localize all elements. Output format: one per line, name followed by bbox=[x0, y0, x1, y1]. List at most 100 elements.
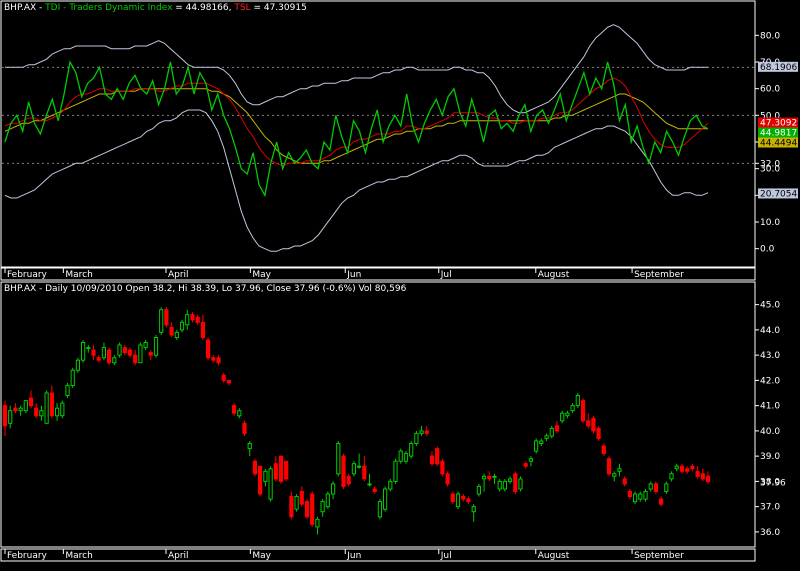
candle-body-up bbox=[159, 309, 164, 333]
candle-body-up bbox=[81, 342, 86, 361]
candle-body-down bbox=[695, 470, 700, 477]
candle-body-up bbox=[455, 493, 461, 508]
price-y-tick-label: 37.0 bbox=[760, 503, 780, 513]
candle-body-down bbox=[362, 465, 367, 480]
tdi-value-badge bbox=[758, 137, 798, 148]
candle-body-up bbox=[263, 470, 268, 482]
price-y-tick-label: 41.0 bbox=[760, 402, 780, 412]
candle-body-up bbox=[528, 458, 533, 462]
candle-body-up bbox=[393, 460, 398, 482]
price-panel[interactable]: 45.0 44.0 43.0 42.0 41.0 40.0 39.0 38.0 37.0 36.0… bbox=[0, 281, 786, 548]
candle-body-down bbox=[127, 349, 133, 356]
tdi-value-badge-label: 20.7054 bbox=[760, 189, 797, 199]
candle-body-down bbox=[622, 478, 627, 485]
candle-body-up bbox=[367, 483, 372, 486]
candle-body-up bbox=[357, 465, 362, 468]
month-label: August bbox=[538, 270, 570, 280]
tdi-header-sep: - bbox=[36, 3, 45, 13]
candle-body-down bbox=[523, 463, 528, 467]
candle-body-down bbox=[513, 473, 518, 492]
candle-body-up bbox=[75, 359, 81, 371]
candle-body-down bbox=[299, 491, 304, 505]
tdi-line-upper-band bbox=[5, 24, 708, 114]
candle-body-up bbox=[185, 314, 190, 326]
candle-body-up bbox=[138, 344, 143, 364]
candle-body-up bbox=[482, 475, 487, 480]
candle-body-down bbox=[232, 405, 237, 414]
candle-body-down bbox=[2, 405, 8, 427]
candle-body-up bbox=[60, 402, 65, 417]
candle-body-up bbox=[101, 347, 107, 359]
price-y-tick-label: 44.0 bbox=[760, 326, 780, 336]
month-label: May bbox=[252, 551, 271, 561]
candle-body-up bbox=[237, 410, 242, 417]
candle-body-up bbox=[674, 465, 679, 470]
tdi-y-tick-label: 80.0 bbox=[760, 31, 780, 41]
candle-body-down bbox=[34, 407, 39, 417]
tdi-series-lines bbox=[4, 24, 709, 252]
tdi-header-symbol: BHP.AX bbox=[4, 3, 36, 13]
candle-body-down bbox=[659, 498, 664, 505]
candle-body-up bbox=[664, 483, 669, 492]
candle-body-up bbox=[153, 337, 159, 356]
candle-body-down bbox=[195, 316, 200, 323]
month-label: April bbox=[168, 551, 189, 561]
candle-body-up bbox=[617, 468, 622, 472]
candle-body-down bbox=[461, 496, 466, 500]
candle-body-up bbox=[575, 395, 580, 407]
candle-body-up bbox=[112, 357, 117, 364]
tdi-value-badge-label: 68.1906 bbox=[760, 63, 797, 73]
tdi-value-badge bbox=[758, 188, 798, 199]
candle-body-down bbox=[133, 354, 138, 364]
tdi-value-badge-label: 47.3092 bbox=[760, 119, 797, 129]
tdi-header-tsl-label: TSL bbox=[233, 3, 250, 13]
candle-body-down bbox=[28, 397, 34, 407]
candle-body-down bbox=[169, 326, 174, 336]
candle-body-up bbox=[648, 483, 653, 490]
candle-body-down bbox=[310, 493, 315, 525]
candle-body-up bbox=[294, 496, 299, 510]
price-y-tick-label: 43.0 bbox=[760, 351, 780, 361]
candle-body-up bbox=[86, 347, 91, 350]
candle-body-down bbox=[13, 407, 18, 412]
candle-body-up bbox=[383, 488, 388, 510]
candle-body-down bbox=[289, 496, 294, 518]
tdi-y-tick-label: 60.0 bbox=[760, 85, 780, 95]
candle-body-down bbox=[591, 417, 596, 432]
candle-body-down bbox=[91, 349, 96, 356]
candle-body-up bbox=[508, 478, 513, 482]
month-label: February bbox=[7, 551, 48, 561]
tdi-indicator-panel[interactable]: 80.070.060.050.040.032.030.020.010.00.0 … bbox=[0, 0, 798, 268]
price-panel-frame bbox=[0, 281, 756, 548]
candle-body-down bbox=[679, 465, 684, 472]
candle-body-down bbox=[705, 475, 711, 482]
candle-body-down bbox=[273, 463, 278, 480]
price-x-axis: February March April May Jun Jul August Septemb… bbox=[0, 548, 756, 562]
price-candles bbox=[2, 307, 711, 535]
candle-body-down bbox=[554, 425, 560, 432]
candle-body-down bbox=[372, 488, 377, 492]
candle-body-up bbox=[55, 407, 60, 417]
candle-body-up bbox=[565, 412, 570, 417]
tdi-x-axis: February March April May Jun Jul August Septemb… bbox=[0, 267, 756, 281]
candle-body-up bbox=[539, 440, 544, 444]
candle-body-down bbox=[424, 430, 429, 434]
tdi-line-lower-band bbox=[4, 109, 709, 252]
candle-body-up bbox=[518, 478, 523, 490]
candle-body-up bbox=[534, 440, 539, 452]
candle-body-up bbox=[549, 427, 554, 437]
candle-body-down bbox=[466, 498, 471, 503]
tdi-y-tick-label: 32.0 bbox=[760, 159, 780, 169]
tdi-value-badge bbox=[758, 117, 798, 128]
candle-body-down bbox=[49, 392, 54, 417]
candle-body-up bbox=[388, 480, 393, 490]
price-x-axis-strip bbox=[0, 548, 756, 562]
candle-body-down bbox=[685, 468, 690, 472]
tdi-value-badge bbox=[758, 127, 798, 138]
month-label: Jul bbox=[440, 270, 452, 280]
candle-body-down bbox=[200, 321, 206, 338]
candle-body-down bbox=[596, 427, 601, 439]
tdi-line-tdi bbox=[4, 60, 709, 198]
